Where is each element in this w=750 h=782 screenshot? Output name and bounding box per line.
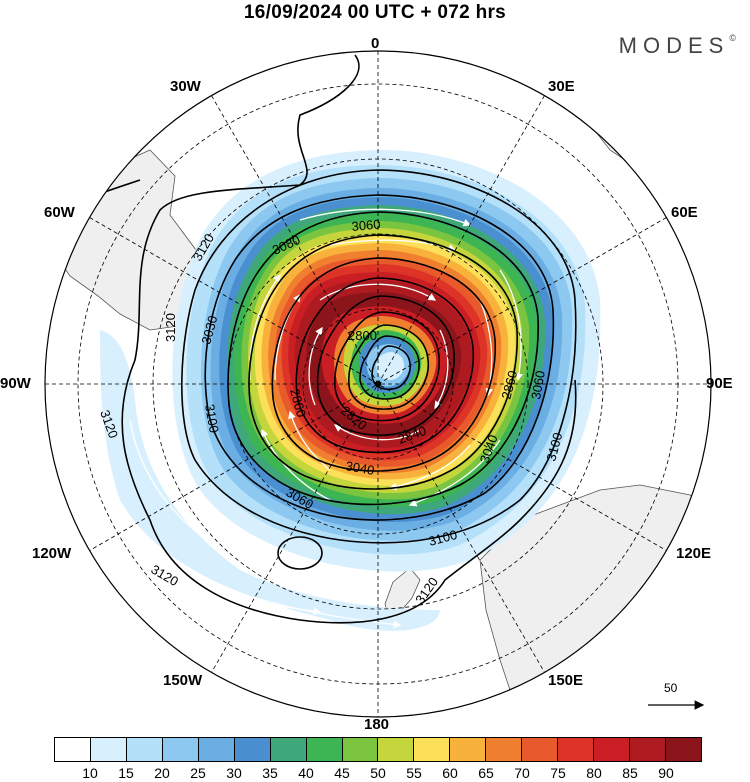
colorbar-tick-label: 30 — [226, 765, 242, 781]
colorbar-tick-label: 60 — [442, 765, 458, 781]
lon-label-30w: 30W — [170, 78, 201, 95]
contour-3000 — [271, 257, 497, 472]
streamline — [261, 428, 331, 501]
streamline — [129, 419, 242, 561]
meridian — [89, 217, 667, 551]
colorbar — [54, 737, 702, 762]
colorbar-tick-label: 85 — [622, 765, 638, 781]
contour-label: 2860 — [287, 387, 309, 419]
colorbar-swatch — [234, 738, 271, 761]
contour-label: 3100 — [427, 527, 459, 549]
contour-label: 3120 — [163, 313, 178, 342]
contour-label: 3120 — [149, 562, 182, 589]
colorbar-swatch — [522, 738, 559, 761]
meridian — [211, 95, 545, 673]
shade-15-tail — [100, 330, 440, 631]
lon-label-0: 0 — [371, 35, 380, 52]
contour-2800 — [371, 345, 411, 391]
lon-label-30e: 30E — [548, 78, 575, 95]
lon-label-60w: 60W — [44, 204, 75, 221]
streamline — [288, 410, 331, 471]
colorbar-tick-label: 90 — [658, 765, 674, 781]
lon-label-120w: 120W — [32, 545, 72, 562]
lon-label-150w: 150W — [163, 672, 203, 689]
colorbar-swatch — [270, 738, 307, 761]
colorbar-swatch — [594, 738, 630, 761]
contour-2840 — [348, 324, 430, 410]
contour-3120-main — [121, 54, 577, 624]
colorbar-swatch — [378, 738, 415, 761]
colorbar-swatch — [306, 738, 343, 761]
colorbar-swatch — [450, 738, 487, 761]
contour-label: 2860 — [498, 369, 520, 401]
colorbar-swatch — [126, 738, 163, 761]
colorbar-swatch — [90, 738, 127, 761]
streamline — [388, 444, 471, 491]
contour-3040 — [248, 234, 518, 490]
colorbar-tick-label: 10 — [82, 765, 98, 781]
colorbar-tick-label: 35 — [262, 765, 278, 781]
colorbar-swatch — [665, 738, 701, 761]
colorbar-tick-label: 45 — [334, 765, 350, 781]
contour-3100 — [181, 169, 577, 544]
map-boundary — [44, 50, 712, 718]
streamline — [159, 559, 322, 616]
colorbar-swatch — [486, 738, 523, 761]
pole-dot — [375, 381, 381, 387]
contour-2950 — [295, 277, 475, 454]
contour-label: 3100 — [543, 431, 565, 463]
colorbar-tick-label: 25 — [190, 765, 206, 781]
map-title: 16/09/2024 00 UTC + 072 hrs — [243, 2, 507, 23]
wind-speed-shading — [100, 149, 601, 631]
colorbar-tick-label: 40 — [298, 765, 314, 781]
contour-2860 — [334, 311, 440, 422]
lon-label-120e: 120E — [676, 545, 712, 562]
contour-label: 3100 — [202, 403, 222, 434]
colorbar-tick-label: 20 — [154, 765, 170, 781]
colorbar-swatch — [558, 738, 595, 761]
colorbar-tick-label: 50 — [370, 765, 386, 781]
contour-closed-low — [277, 536, 323, 570]
streamline — [308, 326, 323, 406]
contour-label: 3030 — [198, 314, 220, 346]
streamline — [499, 269, 523, 382]
brand-logo: MODES© — [619, 33, 736, 59]
colorbar-swatch — [55, 738, 91, 761]
streamline — [299, 208, 472, 227]
colorbar-swatch — [198, 738, 235, 761]
streamline — [319, 283, 437, 301]
meridian — [211, 95, 545, 673]
colorbar-swatch — [630, 738, 666, 761]
lon-label-90e: 90E — [706, 375, 733, 392]
colorbar-tick-label: 15 — [118, 765, 134, 781]
lon-label-90w: 90W — [0, 375, 31, 392]
colorbar-swatch — [342, 738, 379, 761]
wind-scale-label: 50 — [664, 681, 678, 695]
lon-label-60e: 60E — [671, 204, 698, 221]
contour-label: 3060 — [528, 369, 548, 400]
contour-label: 3040 — [344, 458, 375, 478]
colorbar-swatch — [414, 738, 451, 761]
streamline — [408, 439, 501, 507]
colorbar-tick-label: 70 — [514, 765, 530, 781]
colorbar-tick-label: 75 — [550, 765, 566, 781]
colorbar-tick-label: 55 — [406, 765, 422, 781]
colorbar-swatch — [162, 738, 199, 761]
contour-2900 — [316, 295, 455, 436]
contour-3080 — [204, 194, 555, 521]
streamline — [434, 329, 449, 410]
contour-label: 2800 — [348, 328, 377, 343]
colorbar-tick-label: 65 — [478, 765, 494, 781]
meridian — [89, 217, 667, 551]
colorbar-tick-label: 80 — [586, 765, 602, 781]
contour-label: 3060 — [351, 217, 381, 234]
lon-label-180: 180 — [364, 716, 390, 733]
copyright-mark: © — [729, 32, 736, 43]
streamline — [333, 424, 421, 441]
brand-name: MODES — [618, 33, 730, 58]
lon-label-150e: 150E — [548, 672, 584, 689]
contour-3060 — [227, 211, 539, 506]
